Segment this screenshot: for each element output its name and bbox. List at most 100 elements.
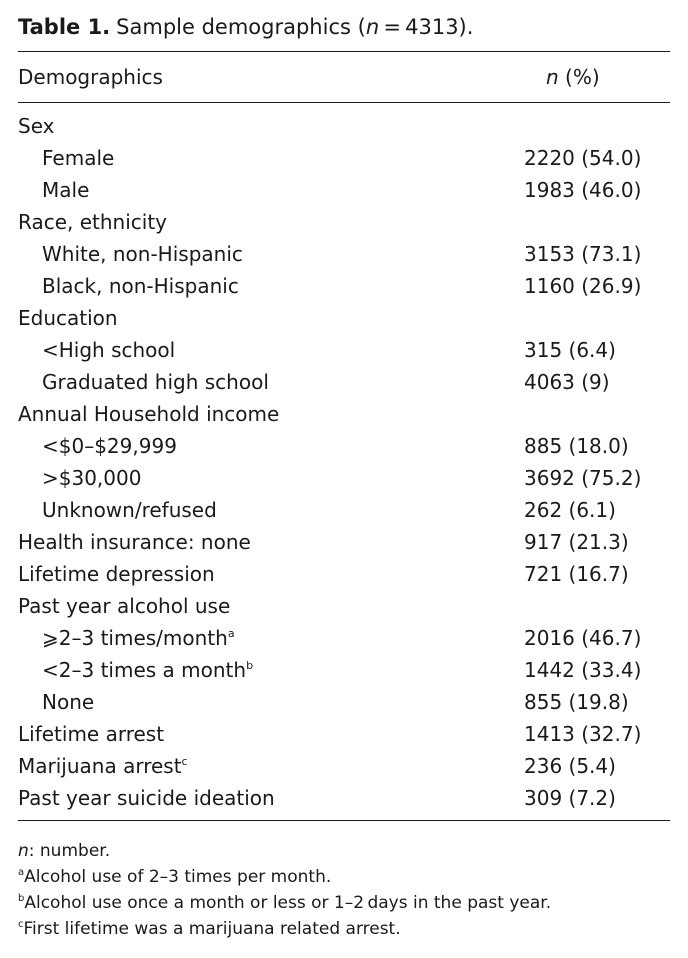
table-row: Black, non-Hispanic 1160 (26.9) [18,270,670,302]
header-demographics: Demographics [18,65,163,89]
table-footnotes: n: number. aAlcohol use of 2–3 times per … [18,838,551,942]
row-label: White, non-Hispanic [42,238,243,270]
row-value-text: 315 (6.4) [524,338,616,362]
row-label-text: <High school [42,338,176,362]
row-label-text: Black, non-Hispanic [42,274,239,298]
row-label: Unknown/refused [42,494,217,526]
row-label-text: Race, ethnicity [18,210,168,234]
row-value: 315 (6.4) [524,334,664,366]
table-row: Past year suicide ideation 309 (7.2) [18,782,670,814]
footnote-marker: a [18,867,25,878]
row-value-text: 262 (6.1) [524,498,616,522]
table-row: Marijuana arrestc 236 (5.4) [18,750,670,782]
footnote-marker: c [18,919,24,930]
table-row: Lifetime depression 721 (16.7) [18,558,670,590]
row-value: 3692 (75.2) [524,462,664,494]
row-label: Sex [18,110,54,142]
row-label: None [42,686,94,718]
row-label: Female [42,142,114,174]
footnote: aAlcohol use of 2–3 times per month. [18,864,551,890]
row-label: Past year alcohol use [18,590,230,622]
table-row: None 855 (19.8) [18,686,670,718]
row-value-text: 1160 (26.9) [524,274,642,298]
table-row: <2–3 times a monthb 1442 (33.4) [18,654,670,686]
row-value-text: 1442 (33.4) [524,658,642,682]
row-label: Male [42,174,89,206]
table-body: Sex Female 2220 (54.0) Male 1983 (46.0) Race,… [0,110,652,814]
row-label-text: Annual Household income [18,402,280,426]
row-label-text: White, non-Hispanic [42,242,243,266]
row-value: 309 (7.2) [524,782,664,814]
row-value-text: 3153 (73.1) [524,242,642,266]
row-value-text: 2220 (54.0) [524,146,642,170]
row-label: Graduated high school [42,366,269,398]
row-label-text: Male [42,178,90,202]
row-label: Race, ethnicity [18,206,167,238]
footnote: bAlcohol use once a month or less or 1–2… [18,890,551,916]
bottom-rule [18,820,670,821]
table-caption-text: Sample demographics (n = 4313). [116,15,473,39]
table-row: >$30,000 3692 (75.2) [18,462,670,494]
header-rule [18,102,670,103]
row-value-text: 885 (18.0) [524,434,629,458]
row-footnote-marker: c [181,755,188,768]
row-label-text: <$0–$29,999 [42,434,177,458]
row-value: 721 (16.7) [524,558,664,590]
row-label-text: <2–3 times a month [42,658,247,682]
top-rule [18,51,670,52]
row-label: Black, non-Hispanic [42,270,239,302]
row-value-text: 721 (16.7) [524,562,629,586]
table-header-row: Demographics n (%) [18,61,670,93]
table-row: Sex [18,110,670,142]
row-value [524,398,664,430]
row-label-text: Lifetime arrest [18,722,165,746]
row-label-text: Marijuana arrest [18,754,182,778]
footnote-text: Alcohol use once a month or less or 1–2 … [24,893,552,913]
row-footnote-marker: a [227,627,235,640]
table-row: Unknown/refused 262 (6.1) [18,494,670,526]
caption-text-after: = 4313). [379,15,474,39]
row-label-text: >$30,000 [42,466,142,490]
caption-text-before: Sample demographics ( [116,15,366,39]
table-row: Health insurance: none 917 (21.3) [18,526,670,558]
row-label: ⩾2–3 times/montha [42,622,235,654]
row-value: 262 (6.1) [524,494,664,526]
row-value: 1413 (32.7) [524,718,664,750]
row-value [524,110,664,142]
table-row: Education [18,302,670,334]
table-row: White, non-Hispanic 3153 (73.1) [18,238,670,270]
row-value-text: 3692 (75.2) [524,466,642,490]
table-caption-label: Table 1. [18,15,111,39]
row-value: 3153 (73.1) [524,238,664,270]
footnote-marker: b [18,893,25,904]
footnote: cFirst lifetime was a marijuana related … [18,916,551,942]
table-row: ⩾2–3 times/montha 2016 (46.7) [18,622,670,654]
header-n-percent: n (%) [546,61,600,93]
row-label-text: None [42,690,95,714]
row-label-text: Lifetime depression [18,562,215,586]
row-value-text: 309 (7.2) [524,786,616,810]
row-label-text: Graduated high school [42,370,269,394]
row-label: Past year suicide ideation [18,782,275,814]
row-value-text: 917 (21.3) [524,530,629,554]
row-value: 2220 (54.0) [524,142,664,174]
row-label-text: Education [18,306,118,330]
row-label: Marijuana arrestc [18,750,188,782]
row-value: 1983 (46.0) [524,174,664,206]
footnote-text: First lifetime was a marijuana related a… [23,919,401,939]
row-label-text: Sex [18,114,55,138]
row-value: 1160 (26.9) [524,270,664,302]
row-label-text: Unknown/refused [42,498,217,522]
row-value-text: 4063 (9) [524,370,610,394]
header-n-italic: n [546,65,559,89]
row-value-text: 1983 (46.0) [524,178,642,202]
row-label: Annual Household income [18,398,279,430]
table-row: Lifetime arrest 1413 (32.7) [18,718,670,750]
row-label: <High school [42,334,175,366]
footnote: n: number. [18,838,551,864]
table-row: Male 1983 (46.0) [18,174,670,206]
row-value [524,302,664,334]
row-value-text: 236 (5.4) [524,754,616,778]
row-label: <$0–$29,999 [42,430,177,462]
row-label: Lifetime depression [18,558,215,590]
